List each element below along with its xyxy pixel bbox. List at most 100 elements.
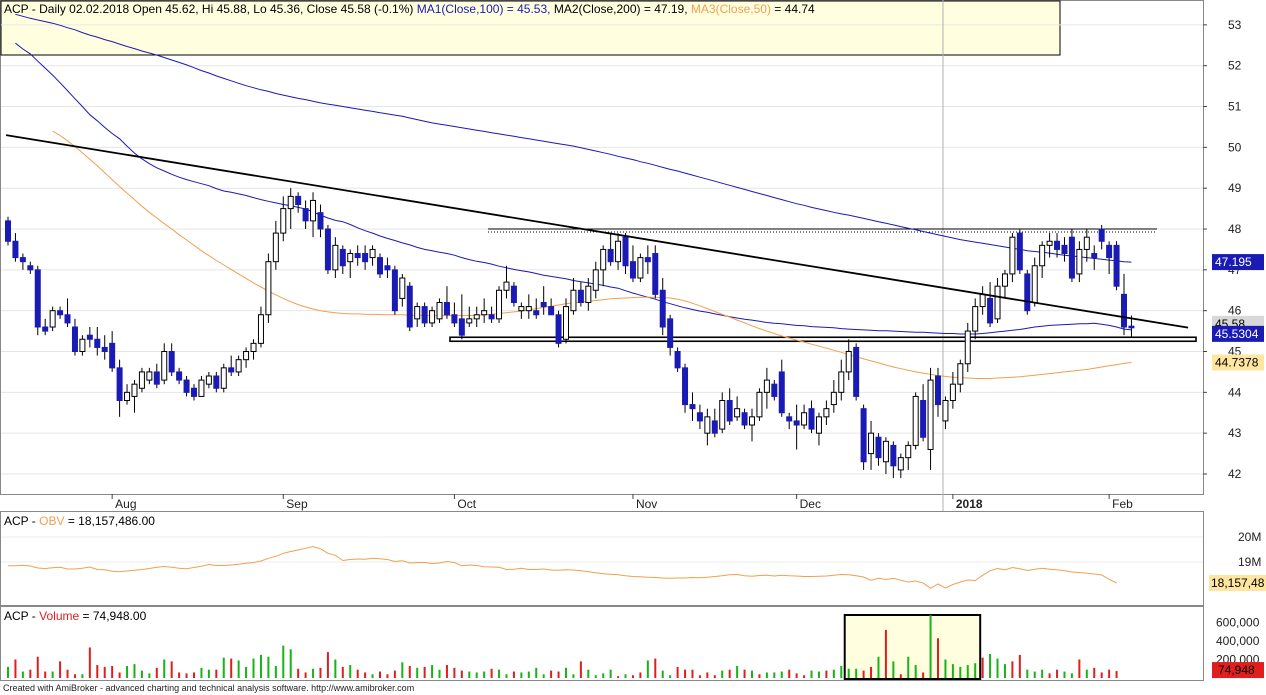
price-pane-frame: [0, 0, 1204, 495]
candle-body: [563, 306, 569, 340]
candle-body: [860, 408, 867, 463]
candle-body: [659, 289, 666, 328]
candle-body: [176, 371, 183, 381]
candle-body: [682, 367, 689, 406]
svg-text:ACP - Volume = 74,948.00: ACP - Volume = 74,948.00: [4, 609, 147, 623]
price-tick-label: 50: [1228, 140, 1242, 154]
candle-body: [935, 375, 941, 406]
trendline: [5, 134, 1189, 329]
candle-body: [979, 293, 986, 308]
candle-body: [763, 379, 770, 393]
date-axis: Aug Sep Oct Nov Dec 2018 Feb: [111, 494, 1133, 511]
date-tick-label: 2018: [956, 497, 983, 511]
price-axis: 42434445464748495051525354: [1203, 18, 1242, 481]
candle-body: [116, 367, 123, 402]
price-tick-label: 44: [1228, 385, 1242, 399]
support-line: [449, 336, 1197, 343]
candle-body: [57, 310, 64, 316]
candle-body: [793, 420, 800, 426]
candle-body: [79, 338, 86, 353]
candle-body: [272, 232, 279, 263]
candle-body: [5, 220, 11, 242]
candle-body: [548, 306, 555, 316]
candle-body: [280, 208, 287, 234]
candle-body: [436, 302, 443, 320]
candle-body: [704, 416, 711, 434]
header-ma2: MA2(Close,200) = 47.19,: [554, 2, 688, 16]
candle-body: [1046, 240, 1053, 246]
candle-body: [890, 444, 897, 467]
candle-body: [1009, 236, 1016, 275]
candle-body: [615, 240, 622, 263]
volume-highlight-box: [843, 614, 982, 680]
candle-body: [600, 248, 607, 271]
candle-body: [912, 395, 919, 446]
price-tick-label: 46: [1228, 304, 1242, 318]
candle-body: [741, 412, 748, 426]
candle-body: [592, 269, 599, 291]
candle-body: [473, 314, 480, 320]
candle-body: [369, 248, 376, 259]
volume-symbol: ACP -: [4, 609, 36, 623]
obv-polyline: [8, 545, 1117, 589]
candle-body: [451, 314, 458, 324]
candle-body: [1083, 236, 1090, 250]
ma-line-2: [15, 13, 1132, 263]
candle-body: [49, 310, 56, 328]
candle-body: [168, 351, 175, 373]
candle-body: [377, 257, 383, 275]
obv-tag-text: 18,157,48: [1211, 576, 1265, 590]
obv-line: 19M 20M 18,157,48: [1, 530, 1266, 591]
candle-body: [927, 379, 934, 451]
candle-body: [213, 375, 220, 389]
candle-body: [399, 277, 406, 299]
candle-body: [972, 306, 979, 332]
candle-body: [510, 285, 517, 304]
footer-text: Created with AmiBroker - advanced charti…: [3, 683, 414, 693]
candle-body: [801, 412, 808, 426]
candle-body: [749, 416, 755, 426]
candle-body: [421, 306, 428, 324]
volume-tick-label: 600,000: [1216, 616, 1260, 630]
header-ma1: MA1(Close,100) = 45.53,: [417, 2, 551, 16]
candle-body: [153, 371, 160, 385]
volume-tick-label: 400,000: [1216, 634, 1260, 648]
candle-body: [875, 436, 882, 459]
candle-body: [1121, 293, 1127, 328]
obv-value: = 18,157,486.00: [68, 514, 155, 528]
svg-text:ACP - OBV = 18,157,486.00: ACP - OBV = 18,157,486.00: [4, 514, 155, 528]
candle-body: [406, 285, 413, 328]
candle-body: [1076, 248, 1083, 275]
candle-body: [131, 383, 138, 397]
candle-body: [1001, 273, 1008, 287]
candle-body: [1068, 236, 1075, 279]
candle-body: [868, 432, 875, 455]
date-tick-label: Nov: [636, 497, 657, 511]
header-summary: Daily 02.02.2018 Open 45.62, Hi 45.88, L…: [39, 2, 413, 16]
price-tick-label: 51: [1228, 100, 1242, 114]
candle-body: [257, 314, 264, 344]
candle-body: [949, 383, 956, 402]
candle-body: [354, 253, 361, 259]
candle-body: [719, 400, 726, 430]
header-box: [0, 0, 1061, 56]
date-tick-label: Aug: [115, 497, 136, 511]
price-tick-label: 42: [1228, 467, 1242, 481]
candle-body: [942, 400, 949, 422]
candle-body: [146, 371, 153, 381]
price-tag-ma3-text: 44.7378: [1215, 356, 1259, 370]
candle-body: [250, 342, 257, 353]
candle-body: [19, 257, 26, 263]
candle-body: [34, 269, 41, 328]
candle-body: [920, 400, 927, 438]
candle-body: [42, 326, 49, 332]
candle-body: [734, 408, 741, 418]
candle-body: [124, 391, 131, 402]
candle-body: [443, 302, 450, 316]
candle-body: [756, 391, 763, 418]
candle-body: [265, 261, 272, 316]
obv-tick-label: 19M: [1238, 555, 1261, 569]
candle-body: [838, 371, 845, 393]
date-tick-label: Sep: [286, 497, 308, 511]
